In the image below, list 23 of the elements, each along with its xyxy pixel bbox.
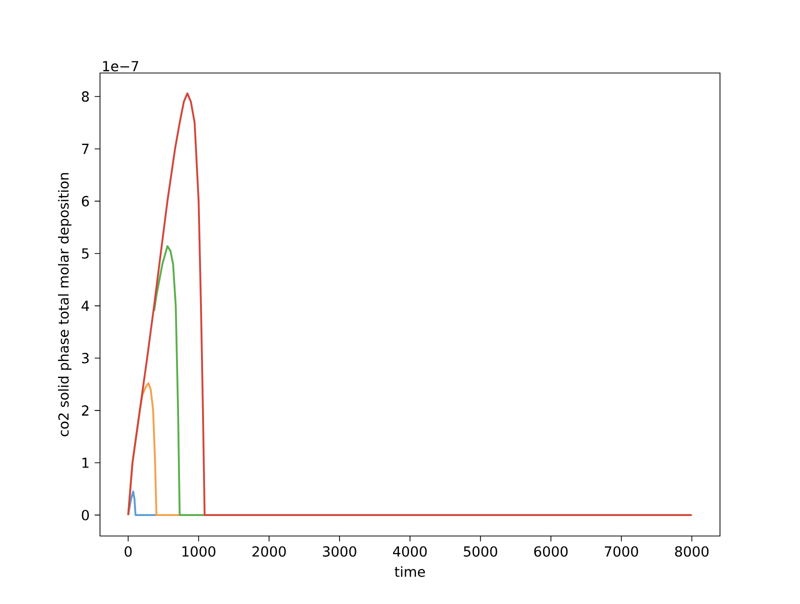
x-tick-label: 4000 — [393, 546, 427, 557]
x-tick-label: 7000 — [604, 546, 638, 557]
y-tick-label: 1 — [82, 458, 89, 468]
x-axis-title: time — [394, 566, 425, 577]
x-tick-label: 3000 — [322, 546, 356, 557]
y-tick-label: 4 — [82, 300, 90, 311]
line-series — [153, 245, 206, 516]
x-tick-label: 6000 — [534, 546, 568, 557]
y-axis-title: co2 solid phase total molar deposition — [58, 173, 72, 436]
y-tick-label: 3 — [82, 352, 89, 364]
y-tick-label: 6 — [82, 196, 89, 206]
x-tick-label: 5000 — [464, 546, 498, 557]
y-tick-label: 5 — [82, 248, 89, 259]
line-series — [127, 92, 693, 516]
y-tick-label: 2 — [82, 405, 88, 416]
x-tick-label: 0 — [124, 546, 132, 557]
y-tick-label: 8 — [82, 91, 89, 102]
x-tick-label: 2000 — [252, 546, 286, 557]
text: 1e−7 — [103, 61, 138, 72]
y-tick-label: 0 — [82, 510, 89, 520]
y-tick-label: 7 — [82, 144, 89, 154]
x-tick-label: 8000 — [675, 546, 709, 557]
x-tick-label: 1000 — [182, 546, 216, 557]
